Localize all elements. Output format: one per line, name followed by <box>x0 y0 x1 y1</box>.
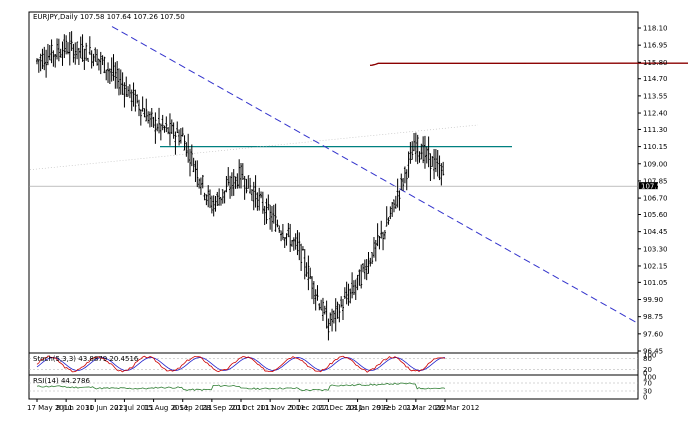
rsi-tick-label: 0 <box>643 394 647 402</box>
time-tick-label: 5 Dec 2011 <box>289 404 329 412</box>
time-tick-label: 8 Jun 2011 <box>56 404 94 412</box>
rsi-panel-frame <box>28 374 639 400</box>
rsi-line <box>36 382 446 391</box>
price-tick-label: 106.70 <box>643 195 668 203</box>
price-tick-label: 103.30 <box>643 245 668 253</box>
price-tick-label: 96.45 <box>643 348 663 356</box>
channel-line <box>29 124 479 171</box>
stoch-tick-label: 100 <box>643 352 656 360</box>
price-tick-label: 105.60 <box>643 211 668 219</box>
price-tick-label: 110.15 <box>643 143 668 151</box>
price-bars <box>36 31 445 341</box>
price-tick-label: 118.10 <box>643 25 668 33</box>
time-tick-label: 9 Feb 2012 <box>377 404 416 412</box>
stoch-tick-label: 20 <box>643 366 652 374</box>
price-tick-label: 116.95 <box>643 42 668 50</box>
time-tick-label: 26 Mar 2012 <box>435 404 479 412</box>
price-tick-label: 115.80 <box>643 59 668 67</box>
stoch-tick-label: 0 <box>643 370 647 378</box>
stoch-tick-label: 80 <box>643 355 652 363</box>
moving-average-layer <box>369 62 688 66</box>
time-tick-label: 20 Oct 2011 <box>231 404 274 412</box>
price-axis: 118.10 116.95 115.80 114.70 113.55 112.40 111.… <box>638 25 668 356</box>
time-tick-label: 22 Jul 2011 <box>114 404 154 412</box>
rsi-tick-label: 70 <box>643 380 652 388</box>
ohlc-label: 107.58 107.64 107.26 107.50 <box>80 13 185 21</box>
time-tick-label: 27 Dec 2011 <box>318 404 363 412</box>
stoch-label: Stoch(5,3,3) 43.8879 20.4516 <box>33 355 139 363</box>
time-tick-label: 2 Mar 2012 <box>406 404 446 412</box>
price-tick-label: 97.60 <box>643 330 663 338</box>
time-tick-label: 17 May 2011 <box>27 404 73 412</box>
price-tick-label: 102.15 <box>643 262 668 270</box>
price-tick-label: 101.05 <box>643 279 668 287</box>
symbol-label: EURJPY,Daily <box>33 13 78 21</box>
price-tick-label: 98.75 <box>643 313 663 321</box>
current-price-label: 107.50 <box>641 183 666 191</box>
rsi-tick-label: 100 <box>643 374 656 382</box>
time-tick-label: 6 Sep 2011 <box>173 404 213 412</box>
price-tick-label: 99.90 <box>643 296 663 304</box>
descending-trendline <box>111 26 639 324</box>
rsi-label: RSI(14) 44.2786 <box>33 377 90 385</box>
price-tick-label: 109.00 <box>643 160 668 168</box>
time-tick-label: 30 Jun 2011 <box>85 404 127 412</box>
price-tick-label: 111.30 <box>643 126 668 134</box>
current-price-marker <box>639 182 658 190</box>
time-tick-label: 18 Jan 2012 <box>348 404 390 412</box>
time-tick-label: 28 Sep 2011 <box>202 404 246 412</box>
price-tick-label: 114.70 <box>643 75 668 83</box>
moving-average-line <box>369 62 688 66</box>
stoch-main-line <box>36 355 446 373</box>
price-tick-label: 113.55 <box>643 92 668 100</box>
overlay-lines <box>29 26 639 324</box>
price-tick-label: 107.85 <box>643 177 668 185</box>
rsi-tick-label: 30 <box>643 388 652 396</box>
time-tick-label: 15 Aug 2011 <box>144 404 189 412</box>
stoch-signal-line <box>36 357 446 371</box>
price-tick-label: 104.45 <box>643 228 668 236</box>
price-tick-label: 112.40 <box>643 110 668 118</box>
time-tick-label: 11 Nov 2011 <box>260 404 305 412</box>
